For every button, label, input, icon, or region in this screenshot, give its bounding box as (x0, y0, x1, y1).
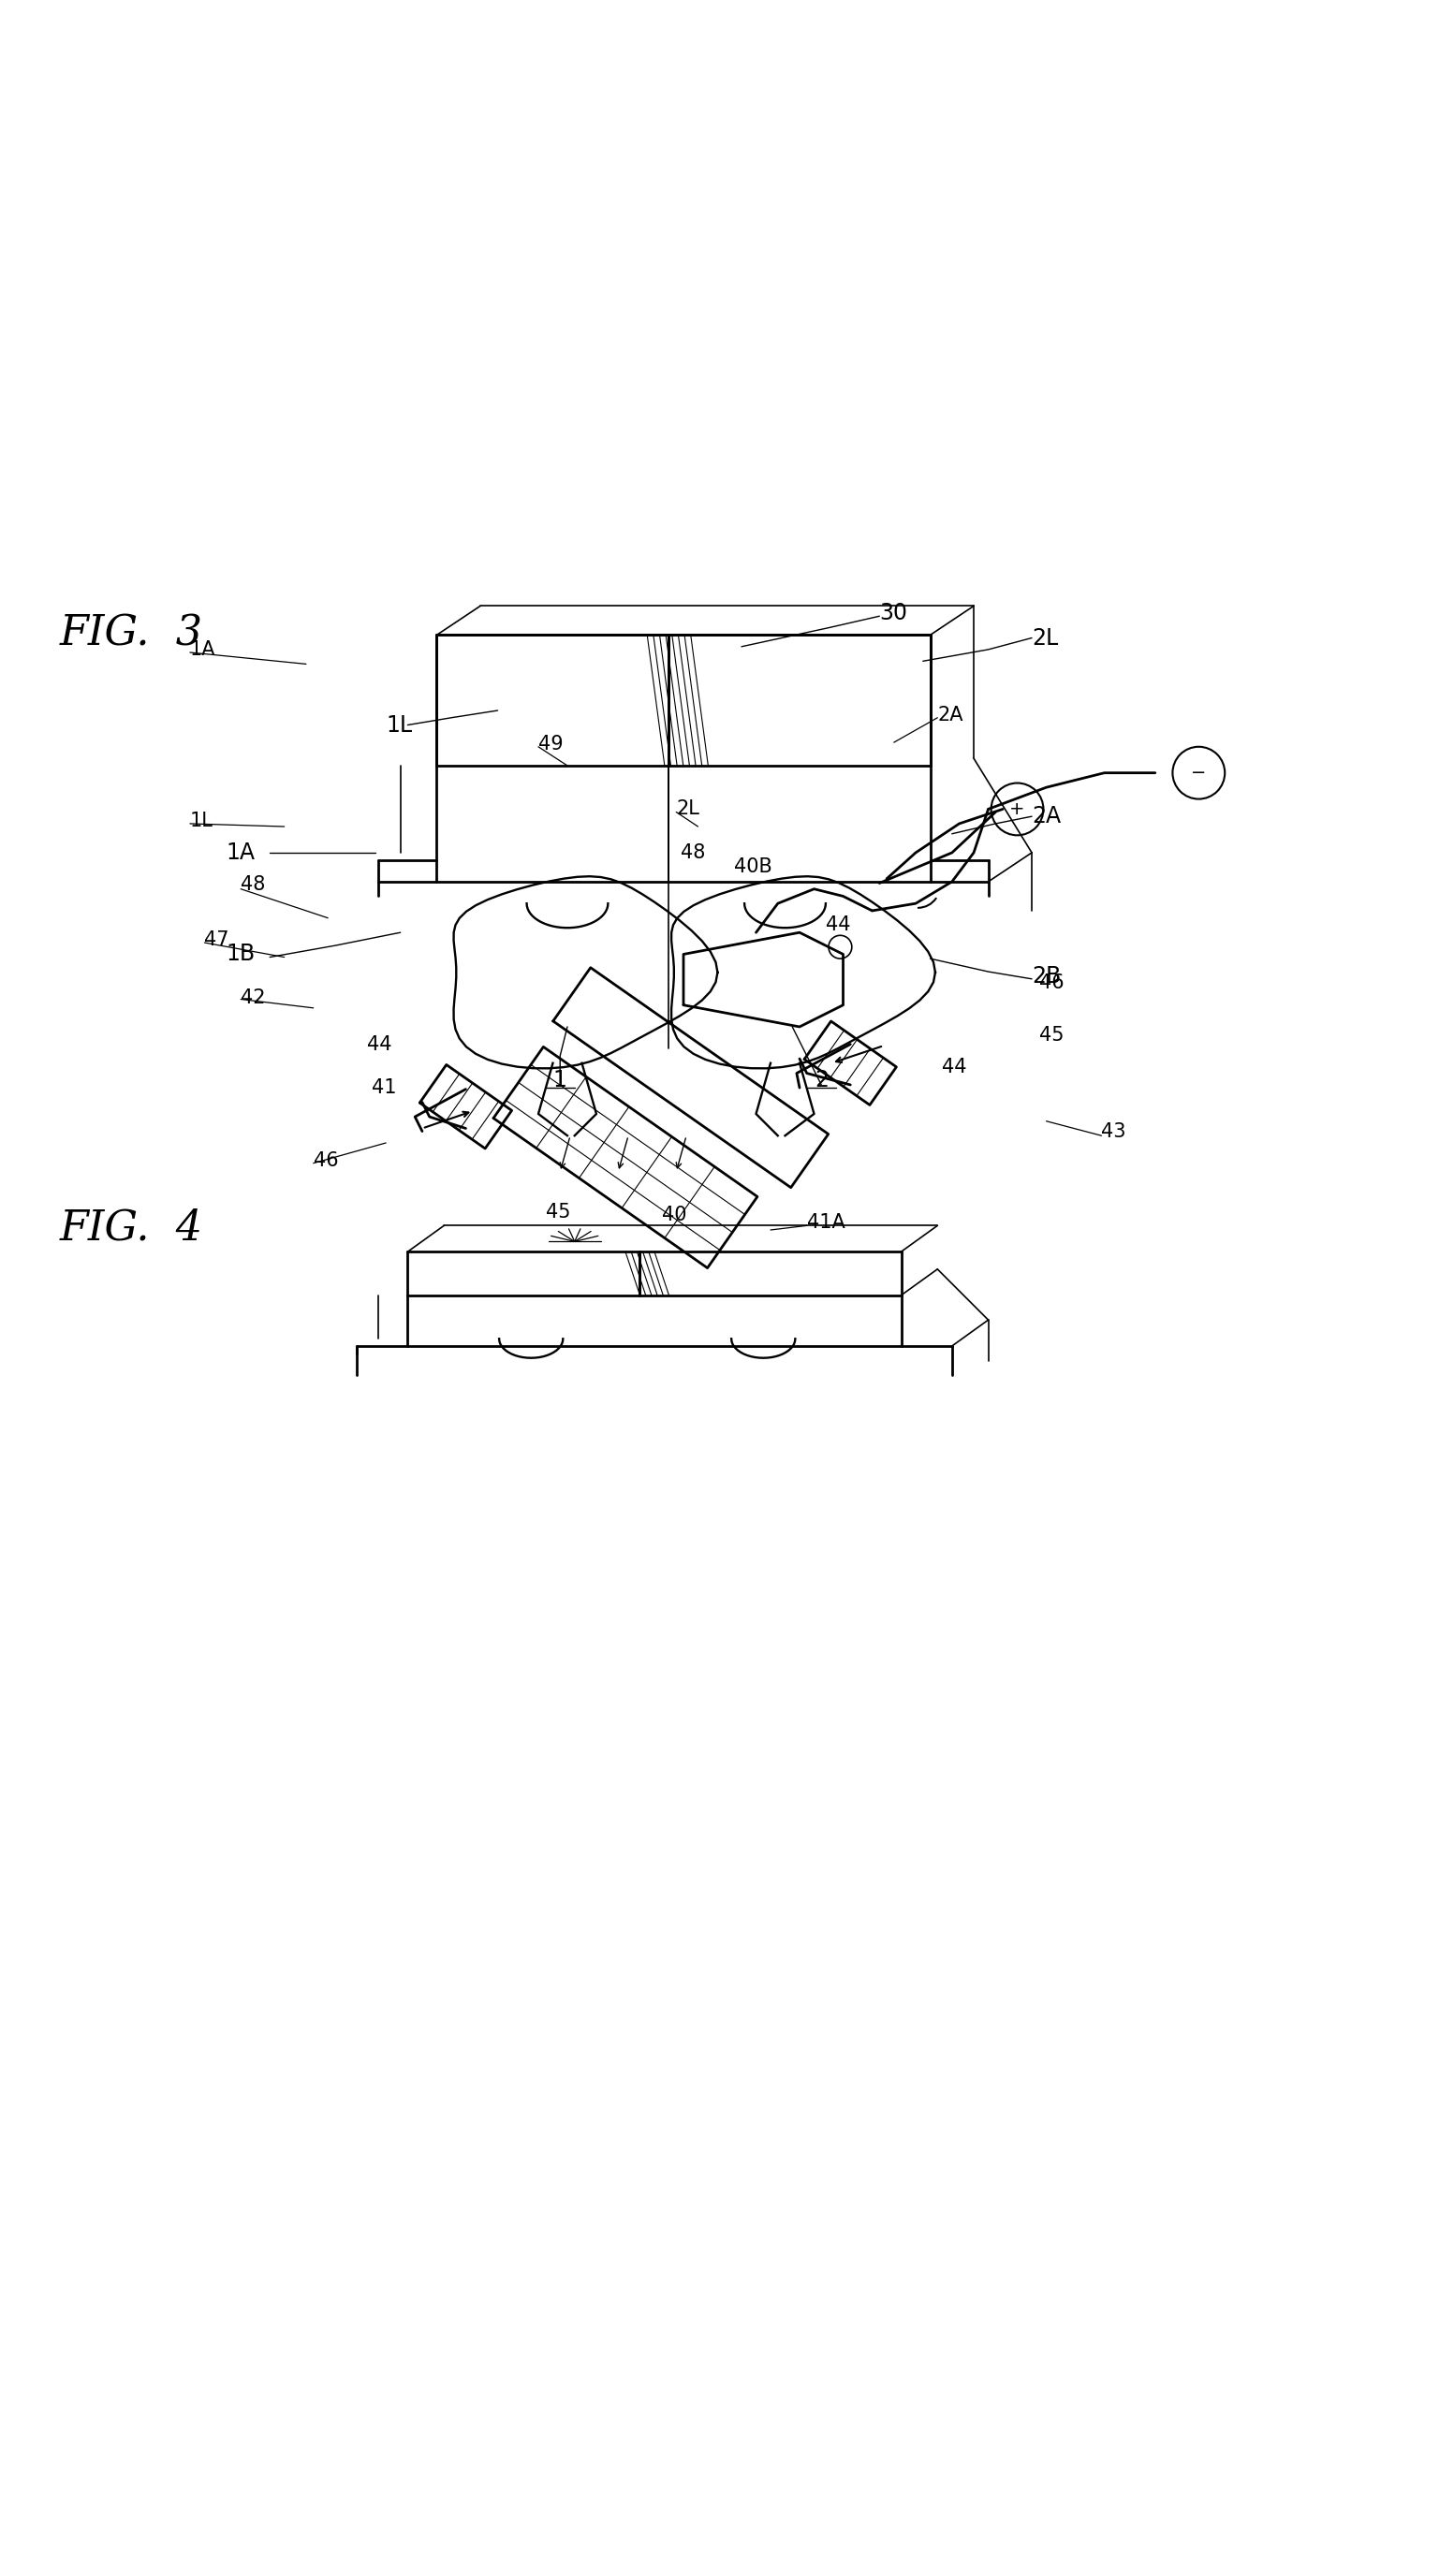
Text: FIG.  3: FIG. 3 (60, 613, 202, 654)
Text: 2L: 2L (676, 799, 699, 819)
Text: 2A: 2A (938, 706, 963, 724)
Text: 49: 49 (538, 734, 563, 752)
Text: 40B: 40B (734, 858, 772, 876)
Text: 44: 44 (826, 917, 851, 935)
Text: 44: 44 (942, 1059, 967, 1077)
Text: +: + (1009, 801, 1025, 819)
Text: 45: 45 (1040, 1025, 1064, 1046)
Text: 46: 46 (314, 1151, 339, 1170)
Text: FIG.  4: FIG. 4 (60, 1208, 202, 1249)
Text: 1: 1 (553, 1069, 567, 1092)
Text: 1A: 1A (190, 641, 215, 659)
Text: 1L: 1L (190, 811, 214, 829)
Text: 2B: 2B (1032, 966, 1061, 987)
Text: 43: 43 (1102, 1123, 1127, 1141)
Text: 48: 48 (680, 842, 705, 863)
Text: 2: 2 (814, 1069, 829, 1092)
Text: 2L: 2L (1032, 626, 1059, 649)
Text: 41A: 41A (807, 1213, 845, 1231)
Text: 44: 44 (366, 1036, 393, 1054)
Text: 40: 40 (662, 1206, 686, 1224)
Text: 1B: 1B (227, 943, 256, 966)
Text: 1A: 1A (227, 842, 256, 863)
Text: 41: 41 (371, 1079, 397, 1097)
Text: 1L: 1L (385, 714, 413, 737)
Text: 45: 45 (545, 1203, 570, 1221)
Text: 47: 47 (205, 930, 230, 948)
Text: −: − (1191, 765, 1207, 781)
Text: 42: 42 (241, 989, 266, 1007)
Text: 30: 30 (880, 603, 907, 623)
Text: 48: 48 (241, 876, 266, 894)
Text: 46: 46 (1040, 974, 1064, 992)
Text: 2A: 2A (1032, 806, 1061, 827)
